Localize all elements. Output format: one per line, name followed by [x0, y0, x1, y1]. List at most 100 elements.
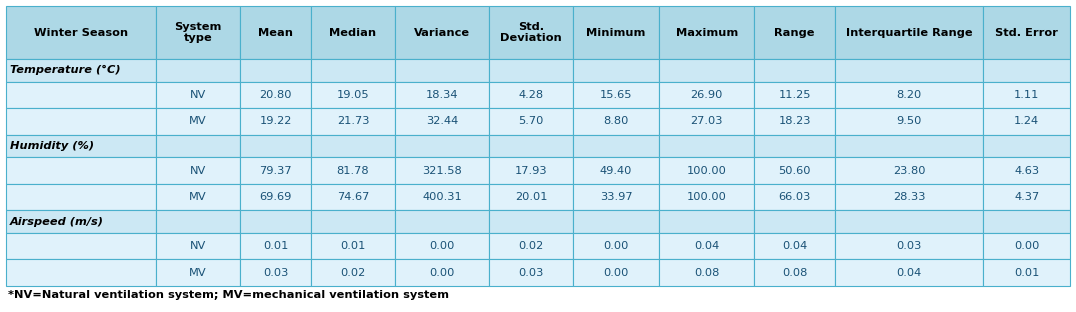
Text: 49.40: 49.40: [600, 166, 633, 176]
Bar: [6, 82, 156, 108]
Bar: [240, 260, 311, 286]
Text: 4.37: 4.37: [1014, 192, 1039, 202]
Text: 0.02: 0.02: [340, 268, 366, 278]
Bar: [240, 59, 311, 82]
Text: 0.04: 0.04: [896, 268, 922, 278]
Text: 33.97: 33.97: [599, 192, 633, 202]
Text: 66.03: 66.03: [779, 192, 811, 202]
Text: Minimum: Minimum: [586, 27, 646, 37]
Bar: [311, 260, 395, 286]
Text: Median: Median: [329, 27, 377, 37]
Bar: [311, 135, 395, 157]
Text: 8.80: 8.80: [604, 116, 628, 126]
Bar: [835, 135, 983, 157]
Text: Std. Error: Std. Error: [995, 27, 1058, 37]
Bar: [156, 59, 240, 82]
Text: 27.03: 27.03: [691, 116, 723, 126]
Text: Range: Range: [775, 27, 815, 37]
Text: 20.01: 20.01: [514, 192, 548, 202]
Bar: [835, 210, 983, 233]
Bar: [660, 82, 754, 108]
Bar: [754, 210, 835, 233]
Bar: [6, 233, 156, 260]
Text: 0.00: 0.00: [604, 268, 628, 278]
Bar: [490, 260, 572, 286]
Bar: [660, 59, 754, 82]
Text: Std.
Deviation: Std. Deviation: [500, 22, 562, 43]
Bar: [754, 135, 835, 157]
Text: Mean: Mean: [258, 27, 293, 37]
Text: 321.58: 321.58: [422, 166, 462, 176]
Bar: [395, 210, 490, 233]
Bar: [240, 82, 311, 108]
Bar: [6, 260, 156, 286]
Bar: [240, 233, 311, 260]
Text: 23.80: 23.80: [893, 166, 925, 176]
Bar: [660, 260, 754, 286]
Text: Airspeed (m/s): Airspeed (m/s): [10, 217, 104, 227]
Text: 4.28: 4.28: [519, 90, 543, 100]
Bar: [490, 233, 572, 260]
Bar: [395, 82, 490, 108]
Text: 100.00: 100.00: [686, 192, 726, 202]
Bar: [754, 82, 835, 108]
Text: 8.20: 8.20: [896, 90, 922, 100]
Bar: [572, 6, 660, 59]
Bar: [572, 108, 660, 135]
Text: 50.60: 50.60: [779, 166, 811, 176]
Bar: [572, 135, 660, 157]
Bar: [395, 233, 490, 260]
Text: Variance: Variance: [414, 27, 470, 37]
Text: 20.80: 20.80: [259, 90, 292, 100]
Bar: [6, 108, 156, 135]
Bar: [572, 82, 660, 108]
Text: 0.00: 0.00: [1014, 241, 1039, 251]
Text: Interquartile Range: Interquartile Range: [846, 27, 973, 37]
Bar: [983, 6, 1070, 59]
Bar: [156, 108, 240, 135]
Text: MV: MV: [189, 192, 207, 202]
Bar: [240, 184, 311, 210]
Bar: [490, 184, 572, 210]
Bar: [311, 59, 395, 82]
Text: 17.93: 17.93: [514, 166, 548, 176]
Bar: [240, 108, 311, 135]
Text: NV: NV: [189, 166, 207, 176]
Text: Maximum: Maximum: [676, 27, 738, 37]
Text: 19.05: 19.05: [337, 90, 369, 100]
Bar: [660, 157, 754, 184]
Text: 400.31: 400.31: [422, 192, 462, 202]
Text: 74.67: 74.67: [337, 192, 369, 202]
Bar: [835, 233, 983, 260]
Text: 0.04: 0.04: [782, 241, 807, 251]
Text: 26.90: 26.90: [691, 90, 723, 100]
Text: 11.25: 11.25: [779, 90, 811, 100]
Text: 21.73: 21.73: [337, 116, 369, 126]
Bar: [754, 233, 835, 260]
Text: *NV=Natural ventilation system; MV=mechanical ventilation system: *NV=Natural ventilation system; MV=mecha…: [8, 290, 449, 300]
Bar: [754, 6, 835, 59]
Text: 19.22: 19.22: [259, 116, 292, 126]
Text: 0.01: 0.01: [263, 241, 288, 251]
Text: Humidity (%): Humidity (%): [10, 141, 94, 151]
Bar: [572, 260, 660, 286]
Bar: [572, 157, 660, 184]
Bar: [754, 108, 835, 135]
Bar: [572, 59, 660, 82]
Bar: [983, 233, 1070, 260]
Text: 69.69: 69.69: [259, 192, 292, 202]
Bar: [395, 59, 490, 82]
Bar: [311, 6, 395, 59]
Bar: [835, 184, 983, 210]
Bar: [395, 108, 490, 135]
Text: 0.03: 0.03: [896, 241, 922, 251]
Bar: [660, 184, 754, 210]
Bar: [240, 157, 311, 184]
Text: 0.08: 0.08: [782, 268, 807, 278]
Bar: [395, 157, 490, 184]
Bar: [754, 260, 835, 286]
Bar: [660, 135, 754, 157]
Bar: [983, 135, 1070, 157]
Bar: [660, 6, 754, 59]
Bar: [156, 184, 240, 210]
